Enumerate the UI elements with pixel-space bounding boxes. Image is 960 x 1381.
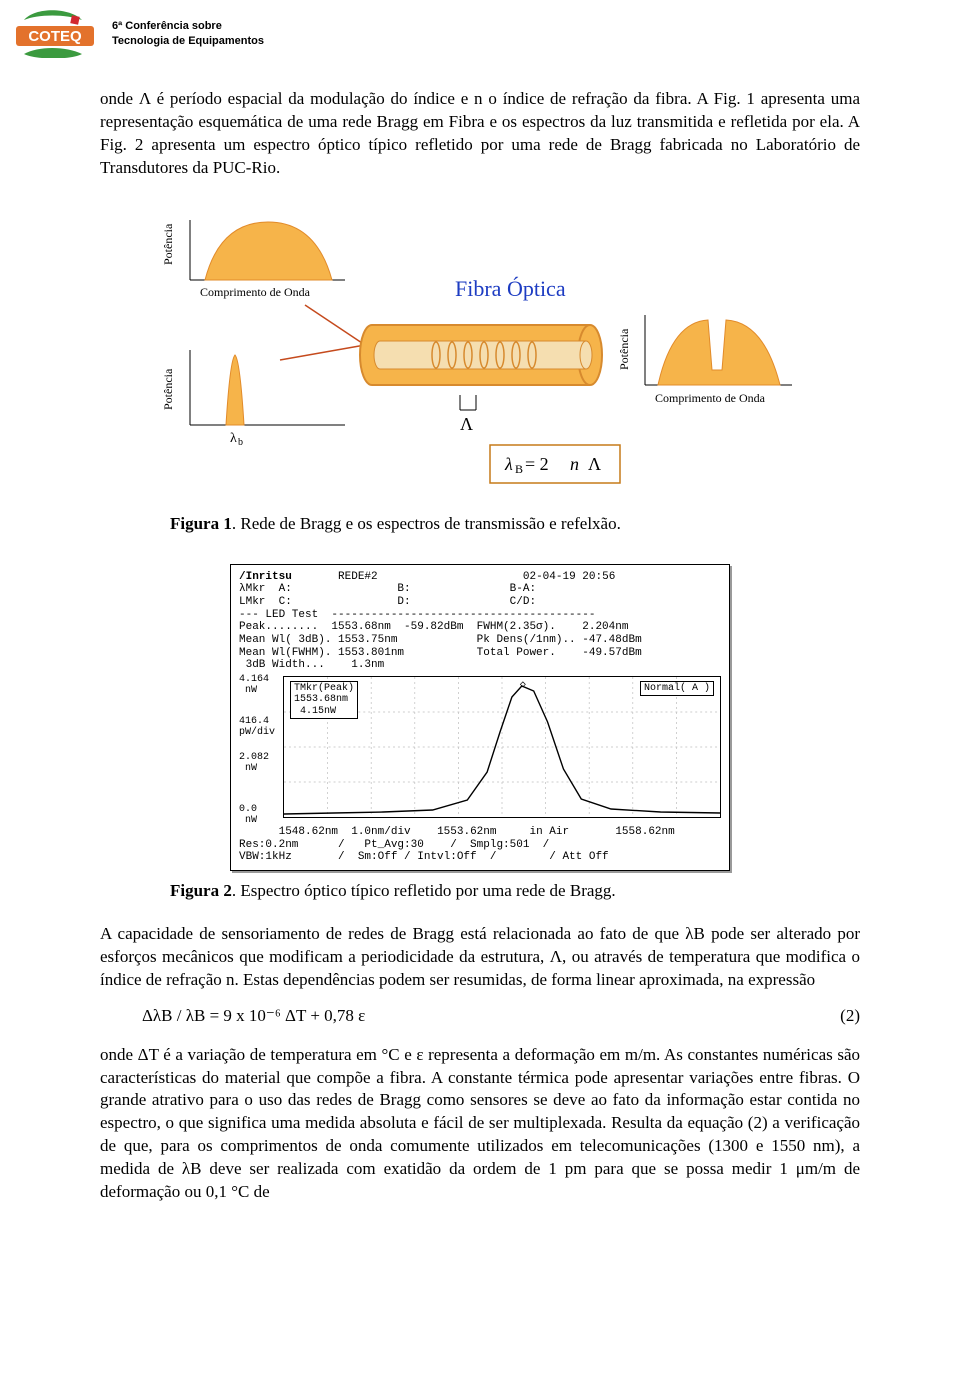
- svg-text:◇: ◇: [520, 679, 526, 690]
- osa-x-end: 1558.62nm: [615, 826, 674, 838]
- osa-brand: /Inritsu: [239, 571, 292, 583]
- paragraph-3: onde ΔT é a variação de temperatura em °…: [100, 1044, 860, 1205]
- paragraph-1: onde Λ é período espacial da modulação d…: [100, 88, 860, 180]
- svg-text:Potência: Potência: [617, 328, 631, 370]
- conference-title: 6ª Conferência sobre Tecnologia de Equip…: [112, 19, 264, 49]
- figure-1-caption-text: Rede de Bragg e os espectros de transmis…: [240, 514, 620, 533]
- svg-text:Potência: Potência: [161, 368, 175, 410]
- figure-2: /Inritsu REDE#2 02-04-19 20:56 λMkr A: B…: [100, 564, 860, 901]
- conf-line-2: Tecnologia de Equipamentos: [112, 34, 264, 49]
- page-header: COTEQ 6ª Conferência sobre Tecnologia de…: [16, 10, 860, 58]
- svg-text:Comprimento de Onda: Comprimento de Onda: [655, 391, 766, 405]
- svg-text:n: n: [570, 454, 579, 474]
- osa-x-start: 1548.62nm: [279, 826, 338, 838]
- osa-x-center: 1553.62nm: [437, 826, 496, 838]
- osa-mode-box: Normal( A ): [640, 681, 714, 697]
- osa-marker-box: TMkr(Peak) 1553.68nm 4.15nW: [290, 681, 358, 720]
- svg-text:b: b: [238, 437, 243, 448]
- osa-plot: ◇ TMkr(Peak) 1553.68nm 4.15nW Normal( A …: [283, 676, 721, 818]
- figure-1-label: Figura 1: [170, 514, 232, 533]
- osa-row-6: 3dB Width... 1.3nm: [239, 659, 721, 672]
- osa-display: /Inritsu REDE#2 02-04-19 20:56 λMkr A: B…: [230, 564, 730, 871]
- equation-2-number: (2): [840, 1006, 860, 1026]
- figure-2-label: Figura 2: [170, 881, 232, 900]
- osa-y-bot: 0.0 nW: [239, 804, 283, 826]
- osa-row-0: λMkr A: B: B-A:: [239, 583, 721, 596]
- svg-text:Potência: Potência: [161, 223, 175, 265]
- figure-2-caption-text: Espectro óptico típico refletido por uma…: [240, 881, 615, 900]
- figure-1: Potência Comprimento de Onda Potência λb…: [100, 210, 860, 534]
- svg-text:λ: λ: [504, 454, 513, 474]
- osa-x-div: 1.0nm/div: [351, 826, 410, 838]
- page: COTEQ 6ª Conferência sobre Tecnologia de…: [0, 0, 960, 1258]
- svg-text:B: B: [515, 462, 523, 476]
- osa-x-air: in Air: [530, 826, 570, 838]
- equation-2-expr: ΔλB / λB = 9 x 10⁻⁶ ΔT + 0,78 ε: [100, 1006, 365, 1026]
- svg-text:λ: λ: [230, 431, 237, 446]
- osa-row-2: --- LED Test ---------------------------…: [239, 609, 721, 622]
- osa-row-1: LMkr C: D: C/D:: [239, 596, 721, 609]
- osa-footer-1: Res:0.2nm / Pt_Avg:30 / Smplg:501 /: [239, 839, 721, 852]
- osa-y-axis: 4.164 nW 416.4 pW/div 2.082 nW 0.0 nW: [239, 672, 283, 826]
- svg-text:= 2: = 2: [525, 454, 549, 474]
- svg-text:Λ: Λ: [460, 414, 473, 434]
- paragraph-2: A capacidade de sensoriamento de redes d…: [100, 923, 860, 992]
- svg-text:COTEQ: COTEQ: [28, 28, 82, 45]
- figure-1-svg: Potência Comprimento de Onda Potência λb…: [160, 210, 800, 500]
- osa-row-3: Peak........ 1553.68nm -59.82dBm FWHM(2.…: [239, 621, 721, 634]
- osa-y-top: 4.164 nW: [239, 674, 283, 696]
- osa-row-4: Mean Wl( 3dB). 1553.75nm Pk Dens(/1nm)..…: [239, 634, 721, 647]
- osa-x-axis: 1548.62nm 1.0nm/div 1553.62nm in Air 155…: [239, 826, 721, 839]
- osa-y-div: 416.4 pW/div: [239, 716, 283, 738]
- osa-title: REDE#2: [338, 571, 378, 583]
- osa-header: /Inritsu REDE#2 02-04-19 20:56: [239, 571, 721, 584]
- osa-datetime: 02-04-19 20:56: [523, 571, 615, 583]
- svg-text:Λ: Λ: [588, 454, 601, 474]
- svg-text:Comprimento de Onda: Comprimento de Onda: [200, 285, 311, 299]
- osa-row-5: Mean Wl(FWHM). 1553.801nm Total Power. -…: [239, 647, 721, 660]
- figure-1-caption: Figura 1. Rede de Bragg e os espectros d…: [100, 514, 860, 534]
- figure-2-caption: Figura 2. Espectro óptico típico refleti…: [100, 881, 860, 901]
- osa-footer-2: VBW:1kHz / Sm:Off / Intvl:Off / / Att Of…: [239, 851, 721, 864]
- osa-y-mid: 2.082 nW: [239, 752, 283, 774]
- coteq-logo: COTEQ: [16, 10, 94, 58]
- conf-line-1: 6ª Conferência sobre: [112, 19, 264, 34]
- svg-text:Fibra Óptica: Fibra Óptica: [455, 276, 566, 301]
- equation-2: ΔλB / λB = 9 x 10⁻⁶ ΔT + 0,78 ε (2): [100, 1006, 860, 1026]
